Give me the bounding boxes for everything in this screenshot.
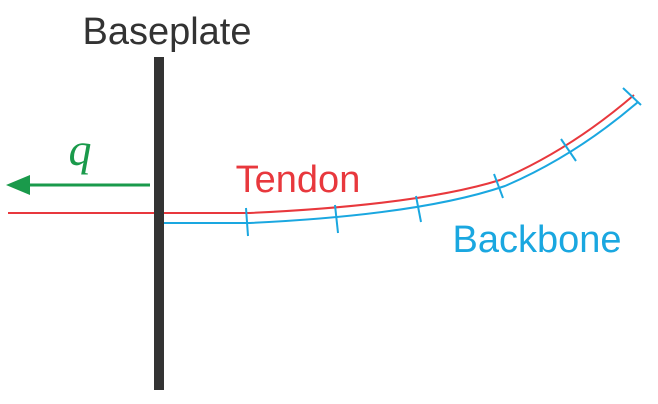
backbone-disk xyxy=(245,207,249,237)
backbone-disk xyxy=(493,173,504,199)
force-arrow-head-icon xyxy=(6,175,30,195)
baseplate-label: Baseplate xyxy=(82,11,251,53)
backbone-disk xyxy=(334,204,339,234)
tendon-label: Tendon xyxy=(236,159,361,201)
backbone-disk xyxy=(622,87,642,106)
backbone-disk xyxy=(415,195,422,223)
backbone-disks xyxy=(245,87,642,237)
backbone-disk xyxy=(560,138,577,162)
baseplate-bar xyxy=(154,57,164,390)
force-label: q xyxy=(69,124,92,175)
backbone-curve xyxy=(164,101,639,224)
tendon-curve xyxy=(164,94,635,214)
backbone-label: Backbone xyxy=(452,219,621,261)
